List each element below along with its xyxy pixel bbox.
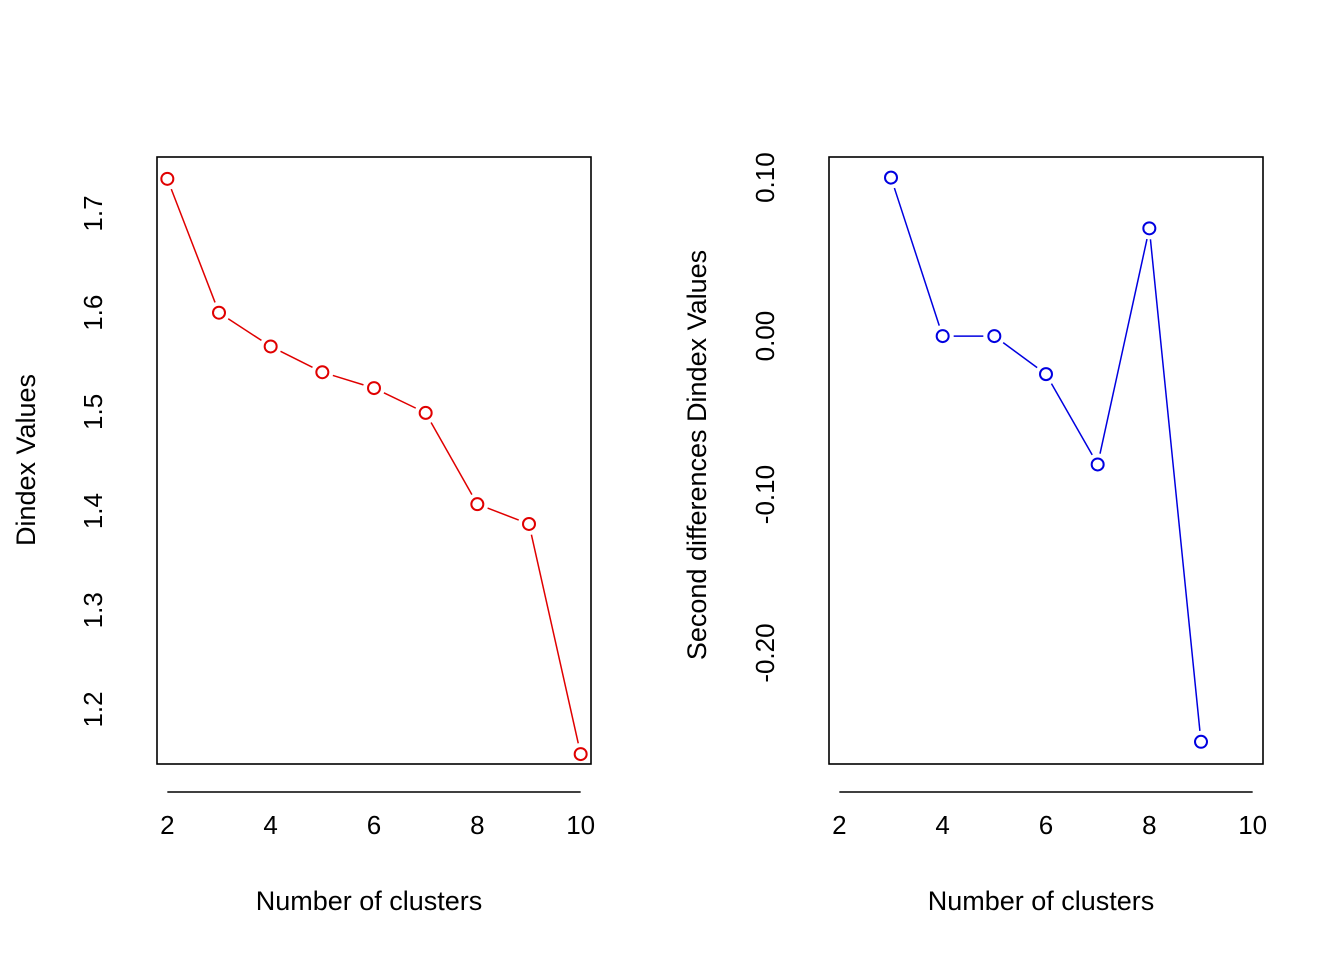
series-segment	[430, 422, 473, 495]
y-axis: 1.2 1.3 1.4 1.5 1.6 1.7	[78, 195, 108, 727]
y-tick-label: 1.5	[78, 394, 108, 430]
x-tick-label: 4	[263, 810, 277, 840]
data-point	[367, 381, 381, 396]
data-point	[315, 365, 330, 380]
second-differences-panel: 2 4 6 8 10 -0.20 -0.10 0.00 0.10 Number of clus…	[682, 152, 1267, 916]
series-segment	[170, 188, 216, 303]
series-segment	[227, 318, 262, 342]
x-tick-label: 6	[1039, 810, 1053, 840]
y-tick-label: 1.4	[78, 493, 108, 529]
y-tick-label: 0.10	[750, 152, 780, 203]
plot-frame	[828, 156, 1264, 765]
y-axis-title: Second differences Dindex Values	[682, 250, 712, 660]
series-segment	[280, 350, 313, 368]
data-point	[1194, 734, 1208, 749]
data-point	[522, 516, 536, 531]
data-point	[987, 329, 1002, 344]
y-tick-label: 1.3	[78, 592, 108, 628]
x-axis-title: Number of clusters	[928, 886, 1155, 916]
series-segment	[487, 507, 519, 521]
x-axis-title: Number of clusters	[256, 886, 483, 916]
data-point	[1142, 221, 1157, 236]
series-segment	[1149, 239, 1201, 731]
dindex-values-panel: 2 4 6 8 10 1.2 1.3 1.4 1.5 1.6 1.7 Number of clus…	[11, 156, 595, 916]
y-tick-label: 1.7	[78, 195, 108, 231]
series-segment	[530, 534, 579, 744]
x-tick-label: 10	[566, 810, 595, 840]
y-tick-label: -0.10	[750, 465, 780, 524]
y-tick-label: -0.20	[750, 623, 780, 682]
x-tick-label: 8	[1142, 810, 1156, 840]
data-point	[418, 405, 433, 420]
x-tick-label: 2	[160, 810, 174, 840]
y-tick-label: 0.00	[750, 311, 780, 362]
series-segment	[1099, 238, 1148, 454]
y-tick-label: 1.6	[78, 295, 108, 331]
y-tick-label: 1.2	[78, 691, 108, 727]
data-point	[935, 329, 950, 344]
data-point	[1039, 367, 1053, 382]
series-segment	[893, 187, 940, 326]
plot-frame	[156, 156, 592, 765]
series-segment	[1002, 342, 1038, 369]
x-tick-label: 10	[1238, 810, 1267, 840]
data-point	[573, 747, 588, 762]
data-point	[884, 170, 898, 185]
x-axis: 2 4 6 8 10	[832, 791, 1267, 840]
y-axis: -0.20 -0.10 0.00 0.10	[750, 152, 780, 682]
x-tick-label: 6	[367, 810, 381, 840]
x-tick-label: 8	[470, 810, 484, 840]
series-segment	[332, 374, 364, 386]
series-marks	[884, 170, 1208, 749]
series-marks	[160, 171, 588, 762]
data-point	[160, 171, 175, 186]
data-point	[1090, 457, 1105, 472]
y-axis-title: Dindex Values	[11, 374, 41, 546]
data-point	[212, 305, 226, 320]
x-tick-label: 4	[935, 810, 949, 840]
series-segment	[383, 392, 417, 409]
series-segment	[1050, 383, 1093, 456]
data-point	[263, 339, 278, 354]
data-point	[470, 497, 485, 512]
x-tick-label: 2	[832, 810, 846, 840]
x-axis: 2 4 6 8 10	[160, 791, 595, 840]
